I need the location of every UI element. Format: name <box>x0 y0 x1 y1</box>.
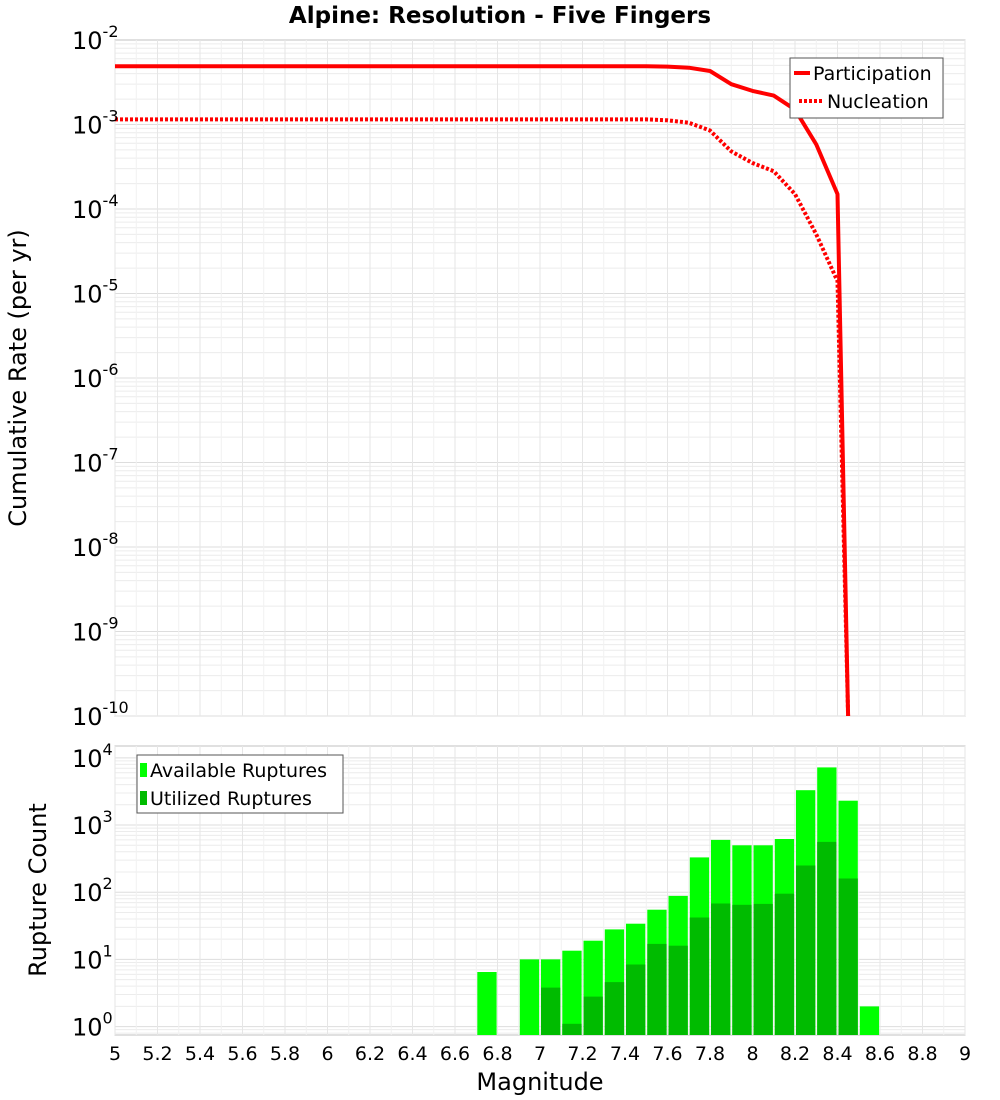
legend-nucleation-label: Nucleation <box>827 91 929 113</box>
rate-y-axis-title: Cumulative Rate (per yr) <box>4 229 32 527</box>
legend-utilized-swatch <box>140 791 147 805</box>
x-axis-title: Magnitude <box>476 1068 603 1096</box>
utilized-rupture-bar <box>604 982 625 1035</box>
x-tick-label: 7 <box>534 1043 546 1065</box>
rate-legend: Participation Nucleation <box>789 57 944 119</box>
count-y-tick-label: 104 <box>72 740 113 773</box>
rate-y-tick-label: 10-5 <box>72 276 119 309</box>
count-panel: 100 101 102 103 104 5 5.2 5.4 5.6 5.8 6 6.2 6.4 6.6 6… <box>24 740 971 1096</box>
x-tick-label: 8.6 <box>865 1043 895 1065</box>
rate-y-tick-label: 10-7 <box>72 445 119 478</box>
x-tick-label: 5.4 <box>185 1043 215 1065</box>
x-tick-label: 6 <box>321 1043 333 1065</box>
x-tick-label: 6.8 <box>482 1043 512 1065</box>
utilized-rupture-bar <box>796 865 816 1035</box>
x-tick-label: 8 <box>746 1043 758 1065</box>
rate-grid <box>114 40 966 717</box>
legend-utilized-label: Utilized Ruptures <box>150 788 312 810</box>
utilized-rupture-bar <box>647 943 667 1035</box>
x-tick-label: 5 <box>109 1043 121 1065</box>
x-tick-label: 6.6 <box>440 1043 470 1065</box>
x-tick-label: 7.8 <box>695 1043 725 1065</box>
available-rupture-bar <box>562 950 582 1035</box>
legend-available-swatch <box>140 763 147 777</box>
count-x-ticks: 5 5.2 5.4 5.6 5.8 6 6.2 6.4 6.6 6.8 7 7.2 7.4 7.6 7.8 8… <box>109 1043 971 1065</box>
count-grid <box>114 746 966 1035</box>
utilized-rupture-bar <box>541 987 561 1035</box>
legend-participation-label: Participation <box>813 63 932 85</box>
x-tick-label: 8.4 <box>822 1043 852 1065</box>
x-tick-label: 5.2 <box>142 1043 172 1065</box>
rate-y-tick-label: 10-6 <box>72 360 119 393</box>
x-tick-label: 5.8 <box>270 1043 300 1065</box>
x-tick-label: 8.2 <box>780 1043 810 1065</box>
utilized-rupture-bar <box>562 1023 582 1035</box>
rate-y-tick-label: 10-10 <box>72 698 129 731</box>
count-y-tick-label: 101 <box>72 941 113 974</box>
count-legend-box <box>136 754 344 814</box>
available-rupture-bar <box>859 1006 880 1035</box>
x-tick-label: 7.4 <box>610 1043 640 1065</box>
available-rupture-bar <box>477 972 497 1035</box>
rate-y-tick-label: 10-4 <box>72 191 119 224</box>
utilized-rupture-bar <box>668 945 688 1035</box>
x-tick-label: 7.2 <box>567 1043 597 1065</box>
count-y-axis-title: Rupture Count <box>24 803 52 977</box>
rate-legend-box <box>789 57 944 119</box>
rate-y-tick-label: 10-3 <box>72 107 119 140</box>
utilized-rupture-bar <box>753 903 773 1035</box>
utilized-rupture-bar <box>838 878 858 1035</box>
utilized-rupture-bar <box>689 917 710 1035</box>
x-tick-label: 7.6 <box>652 1043 682 1065</box>
x-tick-label: 6.2 <box>355 1043 385 1065</box>
utilized-rupture-bar <box>732 904 752 1035</box>
utilized-rupture-bar <box>774 893 795 1035</box>
available-rupture-bar <box>519 959 540 1035</box>
rate-y-tick-label: 10-8 <box>72 529 119 562</box>
rate-y-ticks: 10-2 10-3 10-4 10-5 10-6 10-7 10-8 10-9 10-10 <box>72 22 129 731</box>
rate-y-tick-label: 10-9 <box>72 614 119 647</box>
rate-lines <box>115 64 851 717</box>
legend-available-label: Available Ruptures <box>150 760 327 782</box>
count-y-ticks: 100 101 102 103 104 <box>72 740 113 1042</box>
count-bars <box>477 767 880 1035</box>
count-y-tick-label: 100 <box>72 1009 113 1042</box>
x-tick-label: 5.6 <box>227 1043 257 1065</box>
x-tick-label: 8.8 <box>907 1043 937 1065</box>
x-tick-label: 9 <box>959 1043 971 1065</box>
x-tick-label: 6.4 <box>397 1043 427 1065</box>
count-y-tick-label: 103 <box>72 807 113 840</box>
utilized-rupture-bar <box>817 841 837 1035</box>
utilized-rupture-bar <box>626 964 646 1035</box>
series-line-participation <box>115 64 851 717</box>
count-y-tick-label: 102 <box>72 874 113 907</box>
rate-y-tick-label: 10-2 <box>72 22 119 55</box>
utilized-rupture-bar <box>711 903 731 1035</box>
rate-panel: 10-2 10-3 10-4 10-5 10-6 10-7 10-8 10-9 10-10 Cu… <box>4 22 966 731</box>
utilized-rupture-bar <box>583 996 603 1035</box>
chart-title: Alpine: Resolution - Five Fingers <box>289 3 711 29</box>
count-legend: Available Ruptures Utilized Ruptures <box>136 754 344 814</box>
